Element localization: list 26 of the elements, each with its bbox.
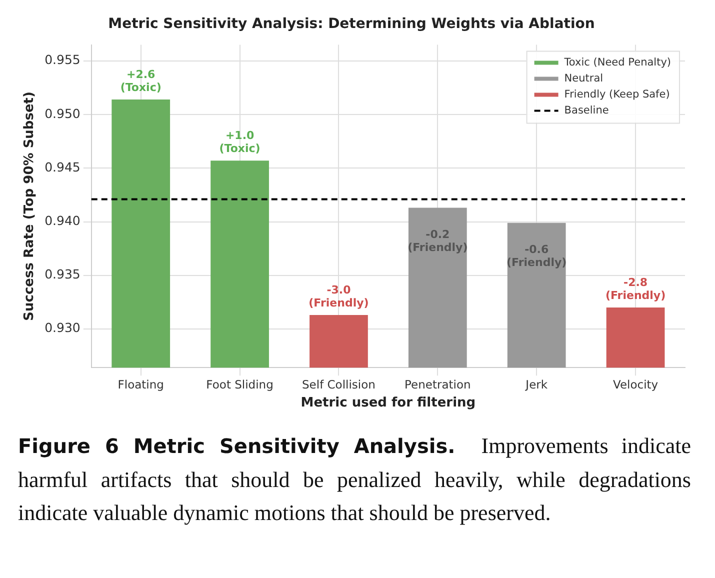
legend-label: Friendly (Keep Safe): [564, 88, 670, 101]
x-tick-label: Velocity: [612, 377, 658, 392]
y-tick-label: 0.940: [44, 213, 80, 228]
x-tick-label: Self Collision: [302, 377, 376, 392]
y-tick-label: 0.945: [44, 159, 80, 174]
chart-title: Metric Sensitivity Analysis: Determining Weights via Ablation: [108, 16, 595, 32]
x-axis-title: Metric used for filtering: [300, 396, 476, 411]
x-tick-label: Jerk: [524, 377, 548, 392]
y-tick-label: 0.955: [44, 52, 80, 68]
annotation: -0.2 (Friendly): [408, 228, 468, 254]
text: Figure 6 Metric Sensitivity Analysis. Improvements indicate harmful artifacts that should be penalized heavily, while degradations indicate valuable dynamic motions that should be preserved.: [18, 433, 692, 525]
annotation: -2.8 (Friendly): [605, 276, 666, 302]
x-tick-label: Penetration: [404, 377, 471, 392]
legend-label: Toxic (Need Penalty): [563, 56, 672, 69]
legend-label: Baseline: [564, 104, 609, 117]
annotation: +1.0 (Toxic): [219, 128, 260, 155]
annotation: +2.6 (Toxic): [120, 68, 162, 94]
y-axis-title: Success Rate (Top 90% Subset): [22, 92, 38, 321]
legend-label: Neutral: [564, 72, 604, 85]
annotation: -0.6 (Friendly): [506, 243, 567, 270]
y-tick-label: 0.930: [44, 320, 80, 336]
y-tick-label: 0.950: [44, 106, 80, 121]
y-tick-label: 0.935: [44, 266, 80, 282]
x-tick-label: Foot Sliding: [206, 377, 274, 392]
x-tick-label: Floating: [118, 377, 164, 392]
annotation: -3.0 (Friendly): [308, 283, 369, 310]
